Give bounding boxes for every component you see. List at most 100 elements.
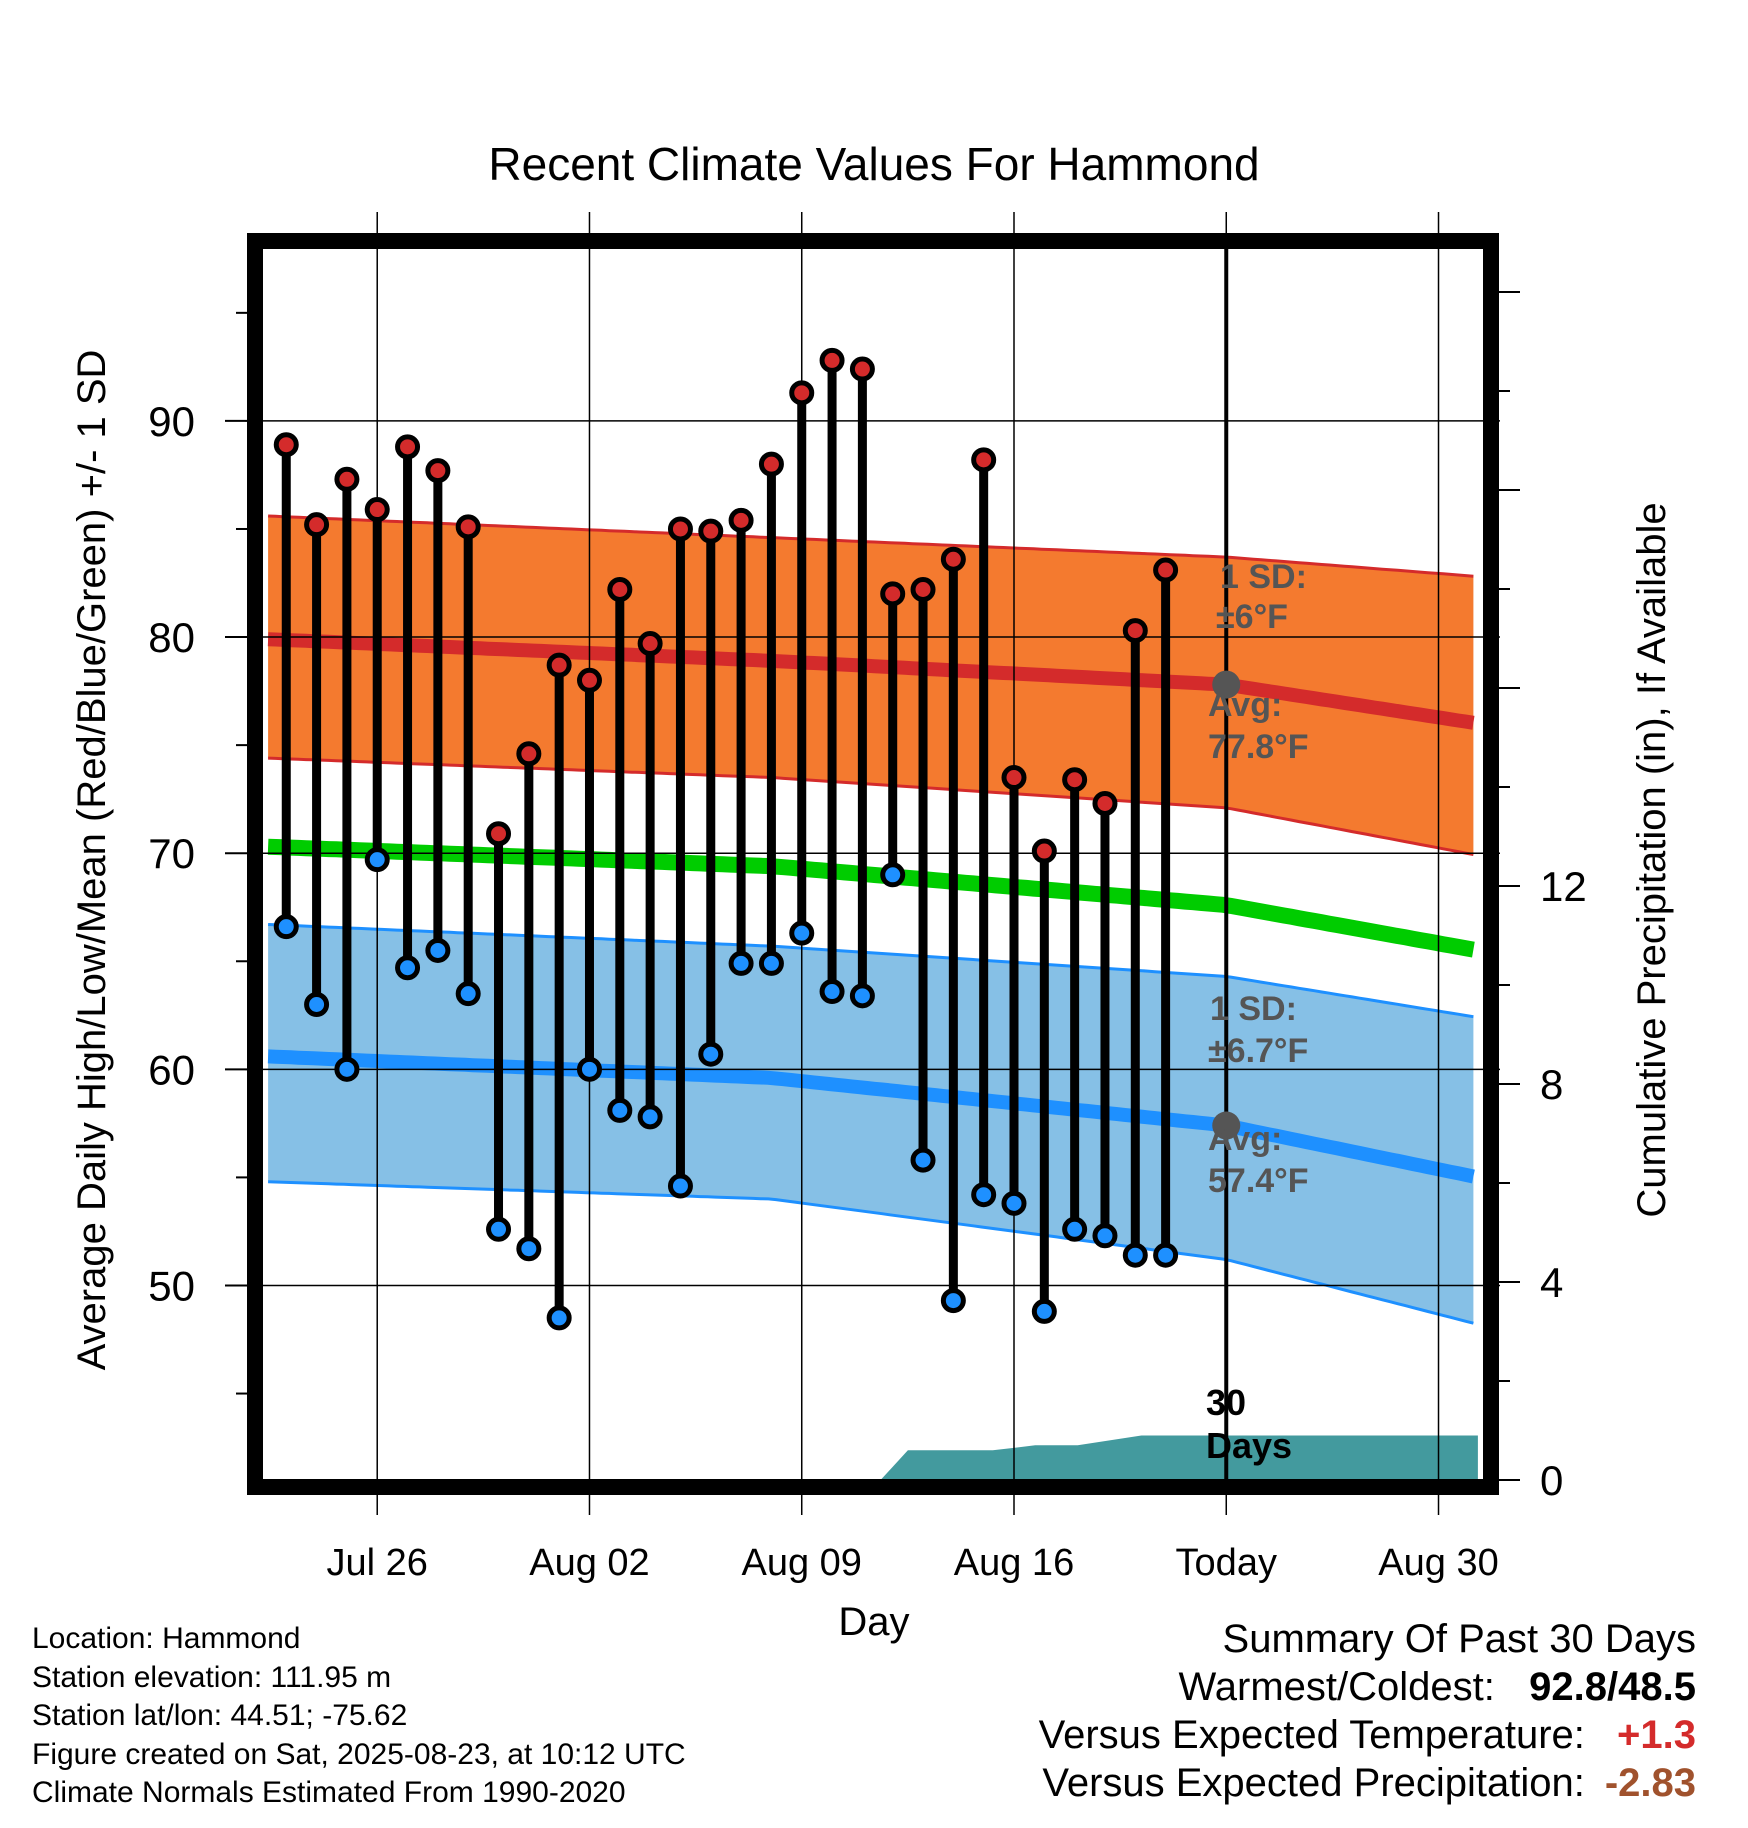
y-tick-label: 60 xyxy=(148,1046,195,1093)
daily-low-point xyxy=(910,1147,936,1173)
daily-low-point xyxy=(940,1288,966,1314)
x-axis-label: Day xyxy=(838,1600,909,1644)
daily-low-point xyxy=(273,914,299,940)
warmest-label: Warmest/Coldest: xyxy=(1178,1665,1495,1709)
daily-low-point xyxy=(849,983,875,1009)
temp-label: Versus Expected Temperature: xyxy=(1038,1713,1585,1757)
daily-high-point xyxy=(698,518,724,544)
daily-high-point xyxy=(395,434,421,460)
plot-frame xyxy=(247,233,1499,1495)
location-text: Location: Hammond xyxy=(32,1622,301,1655)
station-info: Location: Hammond Station elevation: 111… xyxy=(32,1620,686,1813)
daily-low-point xyxy=(1122,1242,1148,1268)
daily-high-point xyxy=(1092,790,1118,816)
high-avg-value: 77.8°F xyxy=(1208,728,1309,766)
daily-high-point xyxy=(637,631,663,657)
latlon-text: Station lat/lon: 44.51; -75.62 xyxy=(32,1699,408,1732)
temp-value: +1.3 xyxy=(1617,1713,1696,1757)
y-right-tick-label: 12 xyxy=(1540,863,1587,910)
daily-high-point xyxy=(880,581,906,607)
low-sd-band-lower-edge xyxy=(268,1180,1474,1325)
daily-low-point xyxy=(1031,1298,1057,1324)
daily-low-point xyxy=(455,981,481,1007)
avg-low-marker xyxy=(1212,1111,1241,1140)
daily-high-point xyxy=(516,741,542,767)
y-right-tick-label: 0 xyxy=(1540,1457,1563,1504)
daily-high-point xyxy=(789,380,815,406)
daily-high-point xyxy=(940,546,966,572)
daily-high-point xyxy=(758,451,784,477)
y-tick-label: 50 xyxy=(148,1262,195,1309)
summary-precip-row: Versus Expected Precipitation: -2.83 xyxy=(1039,1759,1696,1807)
daily-high-point xyxy=(546,652,572,678)
daily-low-point xyxy=(516,1236,542,1262)
low-avg-label: Avg: xyxy=(1208,1120,1282,1158)
x-tick-label: Aug 09 xyxy=(742,1542,862,1584)
daily-high-point xyxy=(1153,557,1179,583)
daily-low-point xyxy=(334,1056,360,1082)
low-avg-value: 57.4°F xyxy=(1208,1162,1309,1200)
daily-high-point xyxy=(971,447,997,473)
daily-low-point xyxy=(698,1041,724,1067)
y-tick-label: 70 xyxy=(148,830,195,877)
y-axis-label: Average Daily High/Low/Mean (Red/Blue/Gr… xyxy=(70,350,114,1371)
daily-high-point xyxy=(667,516,693,542)
elevation-text: Station elevation: 111.95 m xyxy=(32,1660,392,1694)
y-axis-right-label: Cumulative Precipitation (in), If Availa… xyxy=(1630,502,1674,1217)
x-tick-label: Aug 30 xyxy=(1378,1542,1498,1584)
high-sd-value: ±6°F xyxy=(1216,598,1288,636)
avg-high-marker xyxy=(1212,670,1241,699)
daily-high-point xyxy=(455,514,481,540)
daily-high-point xyxy=(486,821,512,847)
daily-low-point xyxy=(1062,1216,1088,1242)
y-right-tick-label: 4 xyxy=(1540,1259,1563,1306)
high-avg-label: Avg: xyxy=(1208,686,1282,724)
daily-high-point xyxy=(273,432,299,458)
daily-low-point xyxy=(1092,1223,1118,1249)
daily-low-point xyxy=(789,920,815,946)
daily-low-point xyxy=(880,862,906,888)
summary-panel: Summary Of Past 30 Days Warmest/Coldest:… xyxy=(1039,1615,1696,1807)
daily-low-point xyxy=(607,1097,633,1123)
precip-label: Versus Expected Precipitation: xyxy=(1042,1761,1585,1805)
daily-low-point xyxy=(819,979,845,1005)
daily-low-point xyxy=(395,955,421,981)
summary-title: Summary Of Past 30 Days xyxy=(1222,1617,1696,1661)
daily-low-point xyxy=(486,1216,512,1242)
daily-high-point xyxy=(576,667,602,693)
x-tick-label: Today xyxy=(1176,1542,1277,1584)
plot-clipped xyxy=(267,514,1478,1480)
daily-low-point xyxy=(576,1056,602,1082)
daily-high-point xyxy=(728,507,754,533)
daily-low-point xyxy=(728,950,754,976)
x-tick-label: Aug 16 xyxy=(954,1542,1074,1584)
precipitation-area xyxy=(880,1435,1478,1480)
high-sd-label: 1 SD: xyxy=(1220,558,1307,596)
daily-low-point xyxy=(1153,1242,1179,1268)
created-text: Figure created on Sat, 2025-08-23, at 10… xyxy=(32,1737,686,1771)
daily-low-point xyxy=(758,950,784,976)
daily-high-point xyxy=(819,347,845,373)
daily-low-point xyxy=(546,1305,572,1331)
high-sd-band xyxy=(268,516,1474,855)
daily-low-point xyxy=(971,1182,997,1208)
warmest-value: 92.8/48.5 xyxy=(1529,1665,1696,1709)
x-tick-label: Jul 26 xyxy=(327,1542,428,1584)
daily-high-point xyxy=(1122,618,1148,644)
daily-high-point xyxy=(1001,765,1027,791)
daily-high-point xyxy=(1031,838,1057,864)
days-label-text: Days xyxy=(1206,1425,1292,1466)
daily-low-point xyxy=(364,847,390,873)
daily-high-point xyxy=(910,577,936,603)
daily-low-point xyxy=(425,937,451,963)
daily-high-point xyxy=(849,356,875,382)
low-sd-label: 1 SD: xyxy=(1210,990,1297,1028)
days-label-number: 30 xyxy=(1206,1382,1246,1423)
normals-text: Climate Normals Estimated From 1990-2020 xyxy=(32,1776,626,1809)
daily-high-point xyxy=(364,497,390,523)
y-tick-label: 80 xyxy=(148,614,195,661)
x-tick-label: Aug 02 xyxy=(529,1542,649,1584)
precip-value: -2.83 xyxy=(1604,1761,1696,1805)
